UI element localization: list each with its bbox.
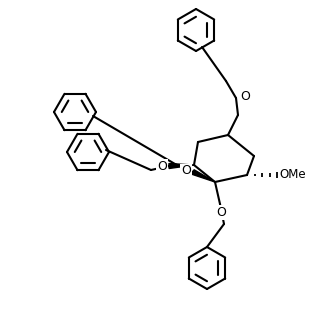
Text: O: O bbox=[240, 90, 250, 104]
Polygon shape bbox=[192, 170, 215, 182]
Text: O: O bbox=[157, 159, 167, 173]
Text: OMe: OMe bbox=[280, 169, 306, 182]
Polygon shape bbox=[169, 163, 194, 169]
Text: O: O bbox=[181, 164, 191, 178]
Text: O: O bbox=[216, 206, 226, 218]
